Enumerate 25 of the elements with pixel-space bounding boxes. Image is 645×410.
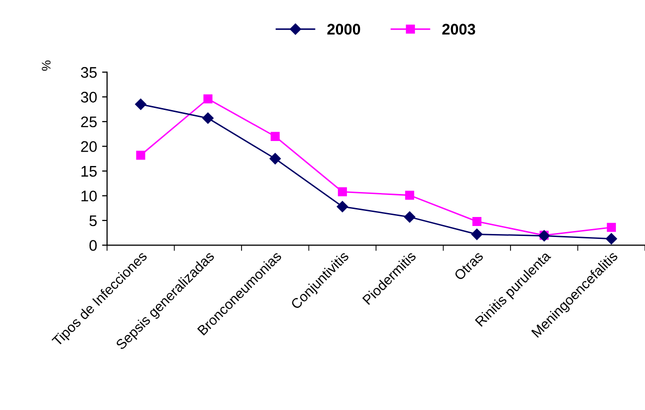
- point: [606, 233, 617, 244]
- y-tick-label: 5: [89, 215, 97, 226]
- point: [338, 187, 347, 196]
- y-tick-label: 30: [80, 92, 97, 103]
- point: [405, 190, 414, 200]
- y-tick-label: 0: [89, 240, 97, 251]
- y-tick-label: 25: [81, 116, 97, 128]
- point: [336, 201, 348, 212]
- point: [203, 94, 212, 104]
- legend-label: 2003: [442, 24, 476, 35]
- point: [471, 228, 483, 240]
- y-tick-label: 15: [82, 166, 97, 177]
- legend-label: 2000: [327, 24, 360, 35]
- point: [472, 216, 482, 226]
- point: [202, 112, 214, 124]
- point: [270, 132, 280, 141]
- point: [606, 222, 616, 232]
- point: [135, 98, 146, 110]
- y-axis-title: %: [42, 60, 51, 71]
- y-tick-label: 35: [80, 67, 97, 78]
- y-tick-label: 20: [81, 141, 97, 152]
- y-tick-label: 10: [82, 190, 97, 202]
- point: [270, 153, 281, 164]
- point: [136, 150, 146, 160]
- point: [404, 211, 416, 223]
